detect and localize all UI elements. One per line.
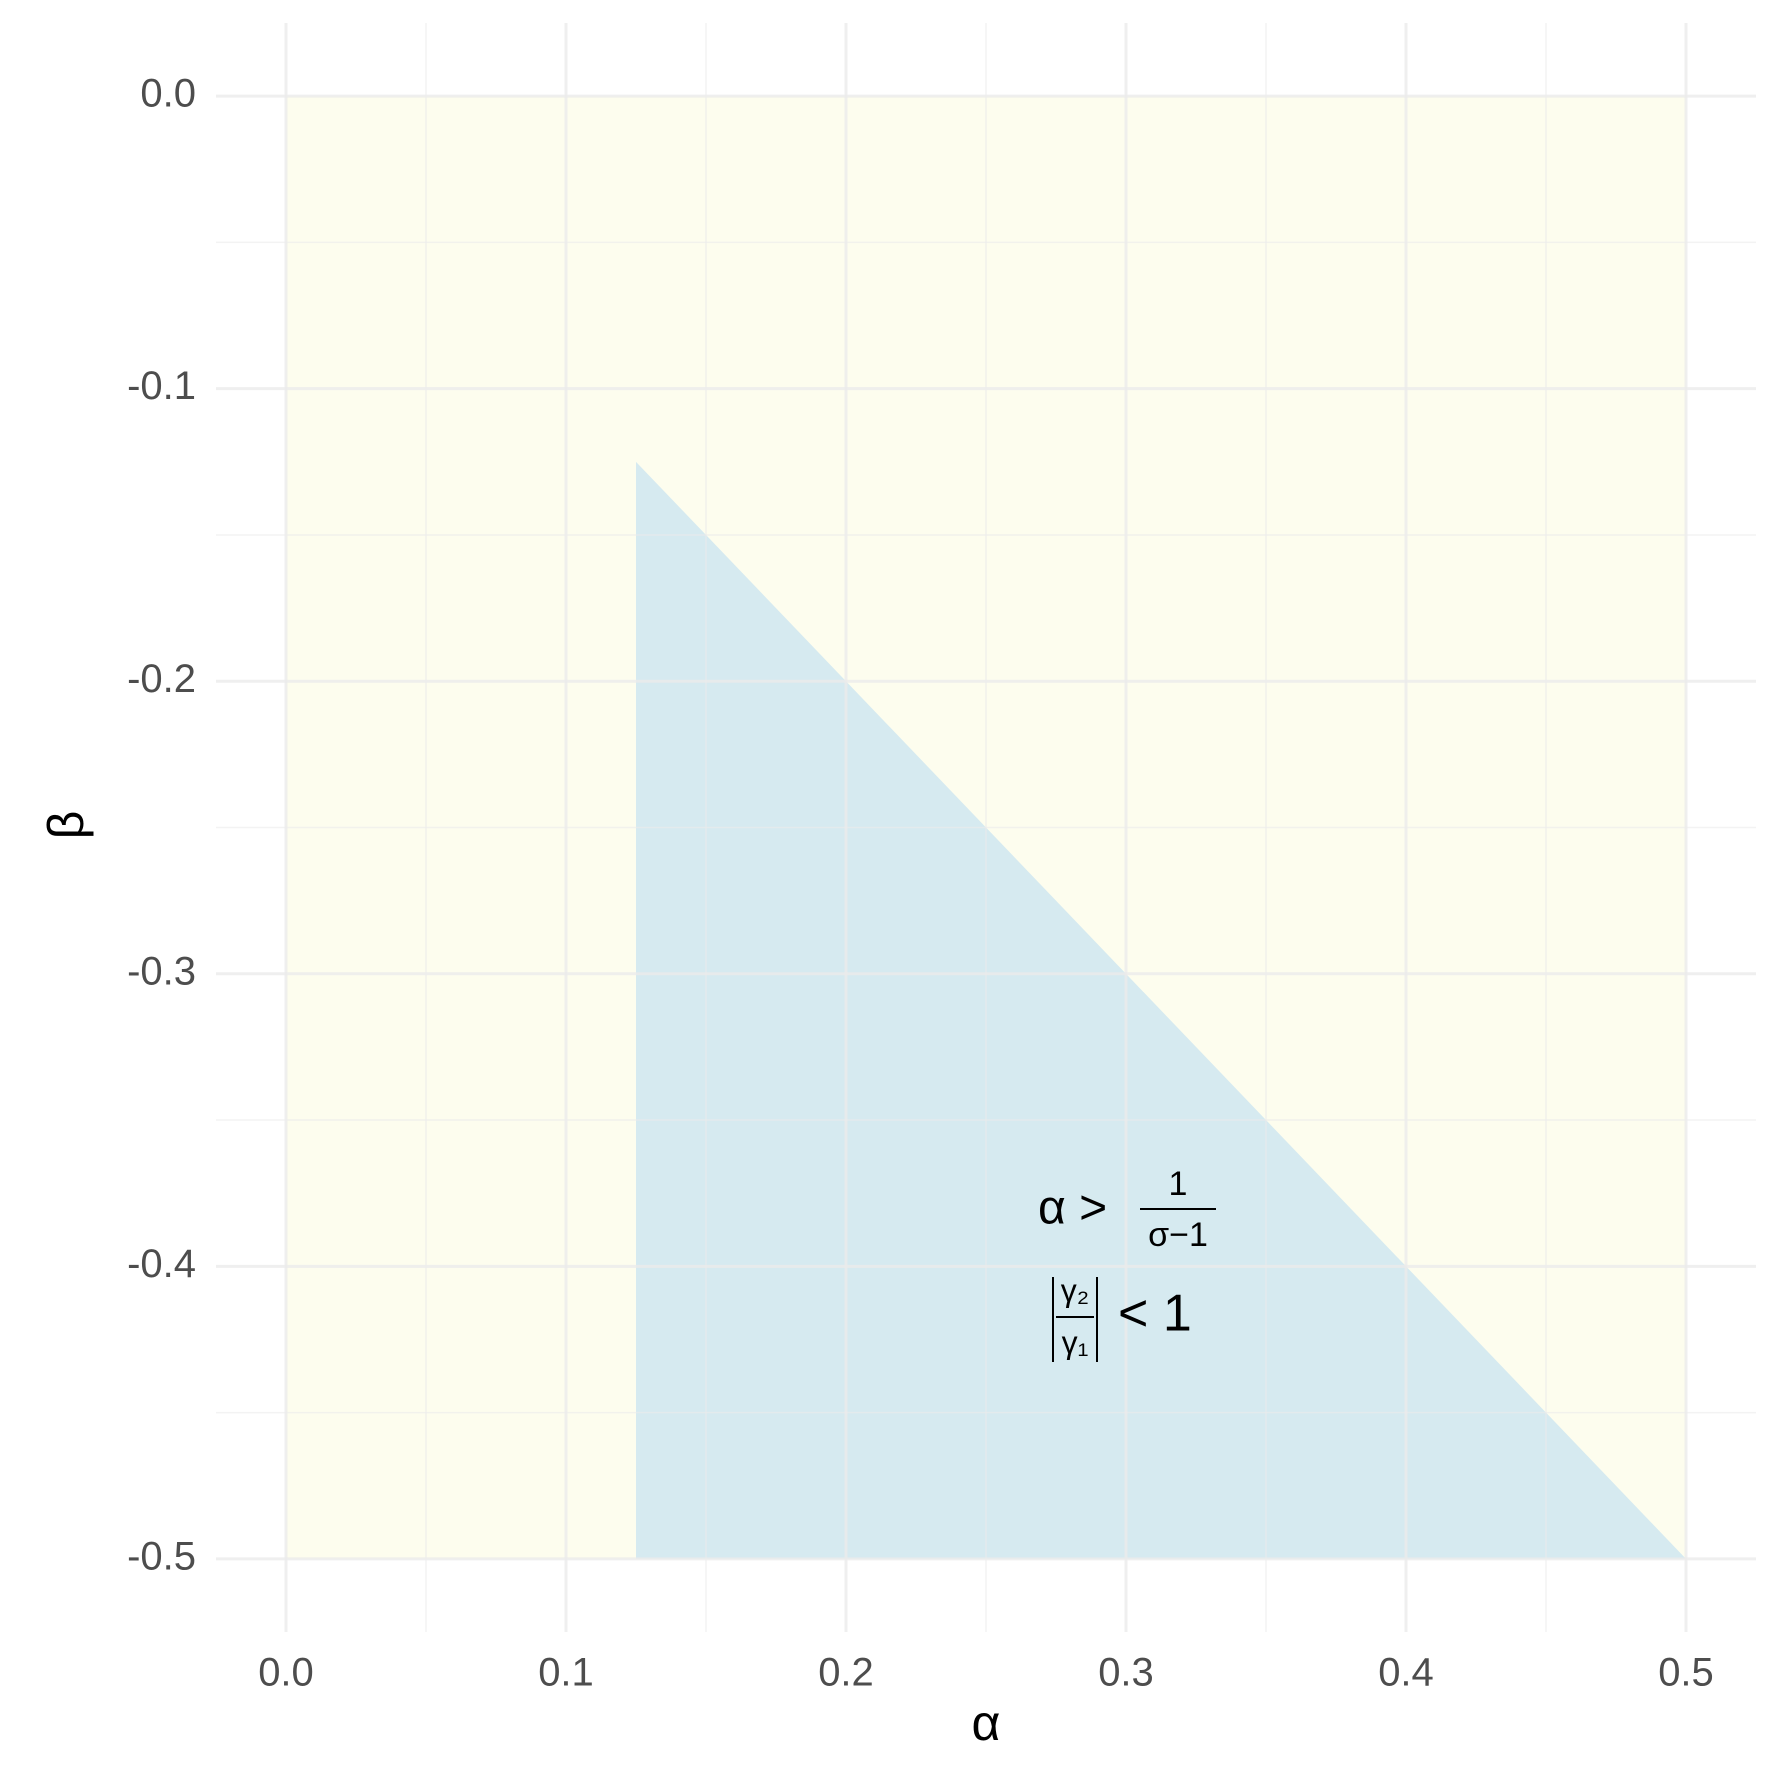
y-tick-label: -0.3 <box>127 949 196 993</box>
annotation-text: 1 <box>1169 1165 1188 1203</box>
y-tick-label: -0.1 <box>127 364 196 408</box>
annotation-text: σ−1 <box>1148 1216 1208 1254</box>
y-tick-label: -0.5 <box>127 1534 196 1578</box>
x-tick-label: 0.3 <box>1098 1651 1154 1695</box>
annotation-text: < 1 <box>1118 1285 1192 1343</box>
x-tick-label: 0.2 <box>818 1651 874 1695</box>
x-tick-label: 0.0 <box>258 1651 314 1695</box>
annotation-text: γ₁ <box>1062 1324 1089 1360</box>
y-tick-label: 0.0 <box>140 72 196 116</box>
region <box>636 461 1686 1559</box>
annotation-text: γ₂ <box>1061 1272 1089 1308</box>
annotation-text: α > <box>1038 1182 1107 1235</box>
x-tick-label: 0.1 <box>538 1651 594 1695</box>
grid <box>216 23 1756 1632</box>
y-tick-label: -0.4 <box>127 1242 196 1286</box>
annotation: α > 1 σ−1 γ₂ γ₁ < 1 <box>1038 1165 1216 1362</box>
y-axis-title: β <box>38 811 94 840</box>
x-axis-title: α <box>972 1695 1001 1751</box>
x-tick-label: 0.4 <box>1378 1651 1434 1695</box>
x-tick-label: 0.5 <box>1658 1651 1714 1695</box>
y-tick-label: -0.2 <box>127 657 196 701</box>
